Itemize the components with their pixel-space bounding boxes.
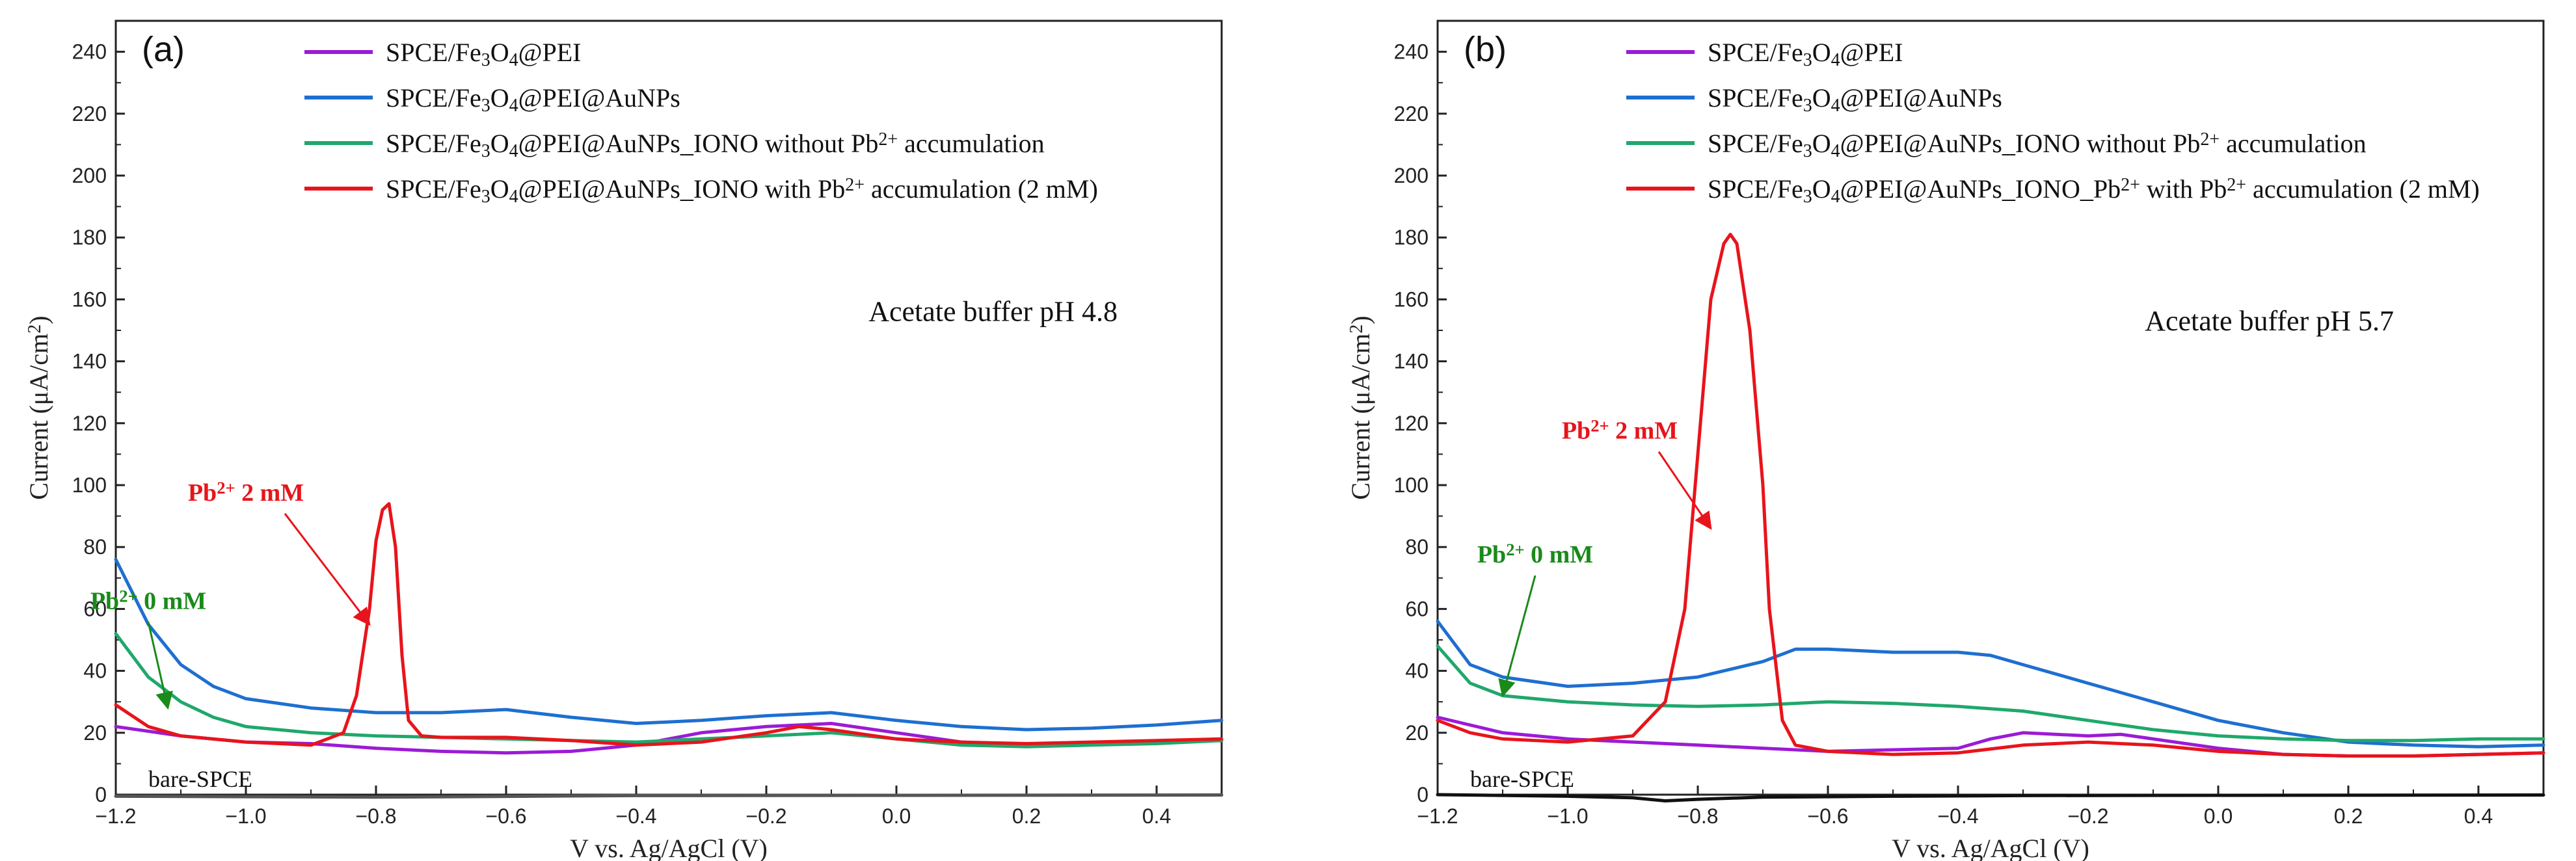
x-tick-label: −0.6 [1807,804,1848,828]
x-tick-label: −0.4 [615,804,656,828]
x-tick-label: −0.4 [1937,804,1978,828]
condition-note: Acetate buffer pH 4.8 [868,296,1118,328]
legend-entry: SPCE/Fe3O4@PEI [1708,38,1903,70]
legend-entry: SPCE/Fe3O4@PEI@AuNPs_IONO_Pb2+ with Pb2+… [1708,174,2480,207]
annotation-label: Pb2+ 2 mM [1562,416,1678,445]
y-tick-label: 240 [1394,40,1429,64]
x-tick-label: −1.2 [1417,804,1458,828]
series-line-2 [114,557,1224,732]
x-tick-label: −0.8 [355,804,396,828]
x-tick-label: 0.2 [1012,804,1041,828]
y-tick-label: 220 [72,102,107,126]
annotation-label: Pb2+ 2 mM [188,478,304,507]
y-tick-label: 200 [1394,164,1429,187]
y-tick-label: 120 [1394,412,1429,435]
y-axis: 0 20 40 60 80 100 120 140 160 180 200 220 240 [72,20,125,806]
y-axis-label: Current (μA/cm2) [1346,315,1375,499]
x-tick-label: −1.0 [1547,804,1588,828]
x-tick-label: −0.2 [745,804,786,828]
y-tick-label: 100 [1394,473,1429,497]
y-tick-label: 120 [72,412,107,435]
y-tick-label: 160 [1394,287,1429,311]
y-tick-label: 180 [1394,226,1429,249]
x-tick-label: −1.2 [95,804,136,828]
series-group [1436,232,2545,802]
annotation-arrow [284,512,371,626]
y-tick-label: 60 [1405,597,1429,620]
x-tick-label: −0.8 [1677,804,1718,828]
y-tick-label: 160 [72,287,107,311]
x-tick-label: 0.2 [2334,804,2363,828]
y-tick-label: 200 [72,164,107,187]
series-line-3 [1436,644,2545,743]
y-tick-label: 0 [1417,783,1429,806]
x-tick-label: 0.0 [882,804,911,828]
condition-note: Acetate buffer pH 5.7 [2145,305,2394,337]
annotation-arrow [1657,451,1712,530]
y-tick-label: 0 [95,783,107,806]
y-tick-label: 140 [72,350,107,373]
legend-entry: SPCE/Fe3O4@PEI@AuNPs_IONO without Pb2+ a… [386,129,1045,161]
series-line-5 [1436,793,2545,802]
legend-entry: SPCE/Fe3O4@PEI@AuNPs_IONO with Pb2+ accu… [386,174,1098,207]
x-axis: −1.2 −1.0 −0.8 −0.6 −0.4 −0.2 0.0 0.2 0.4 [1417,786,2544,828]
legend-entry: SPCE/Fe3O4@PEI@AuNPs_IONO without Pb2+ a… [1708,129,2367,161]
series-line-5 [114,793,1224,799]
y-tick-label: 220 [1394,102,1429,126]
x-tick-label: 0.4 [2464,804,2493,828]
x-axis-label: V vs. Ag/AgCl (V) [570,834,768,861]
series-line-4 [1436,232,2545,758]
x-tick-label: −1.0 [225,804,266,828]
annotation-label: Pb2+ 0 mM [1477,540,1593,568]
baseline-label: bare-SPCE [148,766,252,792]
y-tick-label: 40 [1405,659,1429,683]
annotation-label: Pb2+ 0 mM [90,587,206,615]
x-tick-label: −0.6 [485,804,526,828]
y-tick-label: 140 [1394,350,1429,373]
y-tick-label: 180 [72,226,107,249]
x-tick-label: −0.2 [2067,804,2108,828]
y-tick-label: 80 [1405,535,1429,559]
y-tick-label: 20 [83,721,107,745]
y-tick-label: 80 [83,535,107,559]
y-tick-label: 60 [83,597,107,620]
annotation-arrow [1498,575,1536,698]
legend-entry: SPCE/Fe3O4@PEI@AuNPs [1708,83,2002,116]
series-line-4 [114,502,1224,747]
x-tick-label: 0.0 [2204,804,2233,828]
legend-entry: SPCE/Fe3O4@PEI@AuNPs [386,83,680,116]
legend: SPCE/Fe3O4@PEI SPCE/Fe3O4@PEI@AuNPs SPCE/F… [304,38,1098,207]
legend-entry: SPCE/Fe3O4@PEI [386,38,581,70]
y-tick-label: 100 [72,473,107,497]
x-axis-label: V vs. Ag/AgCl (V) [1892,834,2089,861]
y-tick-label: 240 [72,40,107,64]
panel-label: (b) [1464,30,1507,69]
x-axis: −1.2 −1.0 −0.8 −0.6 −0.4 −0.2 0.0 0.2 0.4 [95,786,1222,828]
y-axis-label: Current (μA/cm2) [24,315,53,499]
baseline-label: bare-SPCE [1470,766,1574,792]
panel-label: (a) [142,30,185,69]
y-tick-label: 20 [1405,721,1429,745]
annotation-arrow [147,622,173,710]
series-group [114,502,1224,799]
legend: SPCE/Fe3O4@PEI SPCE/Fe3O4@PEI@AuNPs SPCE/F… [1626,38,2480,207]
x-tick-label: 0.4 [1142,804,1171,828]
y-tick-label: 40 [83,659,107,683]
y-axis: 0 20 40 60 80 100 120 140 160 180 200 220 240 [1394,20,1447,806]
